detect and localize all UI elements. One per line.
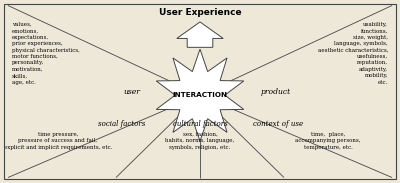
Text: time pressure,
pressure of success and fail,
explicit and implicit requirements,: time pressure, pressure of success and f… xyxy=(4,132,112,150)
Text: User Experience: User Experience xyxy=(159,8,241,17)
Text: context of use: context of use xyxy=(253,120,303,128)
Text: time,  place,
accompanying persons,
temperature, etc.: time, place, accompanying persons, tempe… xyxy=(295,132,361,150)
Text: social factors: social factors xyxy=(98,120,146,128)
Text: product: product xyxy=(261,88,291,96)
Polygon shape xyxy=(156,49,244,141)
Polygon shape xyxy=(177,22,223,47)
Text: sex, fashion,
habits, norms, language,
symbols, religion, etc.: sex, fashion, habits, norms, language, s… xyxy=(165,132,235,150)
Text: cultural factors: cultural factors xyxy=(173,120,227,128)
Text: INTERACTION: INTERACTION xyxy=(172,92,228,98)
Text: values,
emotions,
expectations,
prior experiences,
physical characteristics,
mot: values, emotions, expectations, prior ex… xyxy=(12,22,80,85)
Text: user: user xyxy=(124,88,140,96)
Text: usability,
functions,
size, weight,
language, symbols,
aesthetic characteristics: usability, functions, size, weight, lang… xyxy=(318,22,388,85)
